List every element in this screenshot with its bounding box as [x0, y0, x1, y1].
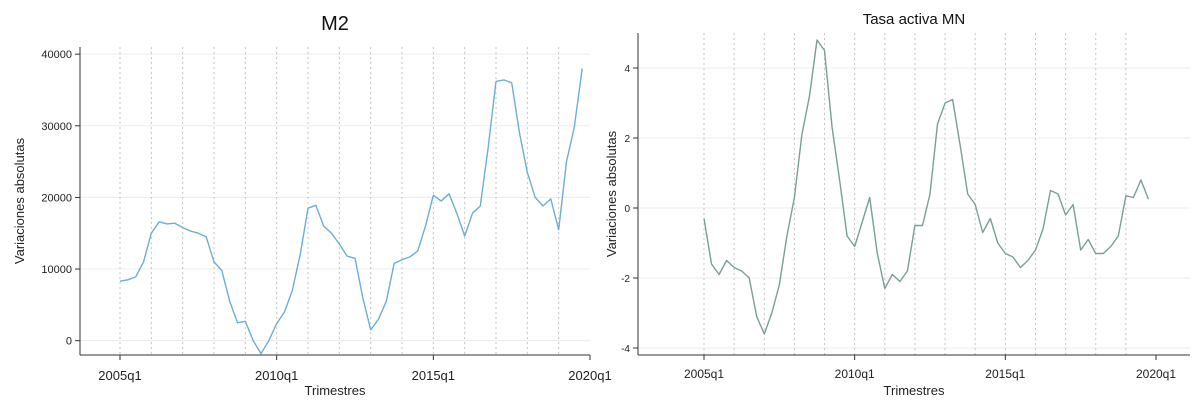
x-tick-label: 2020q1 [1136, 367, 1176, 381]
y-tick-label: 2 [624, 134, 630, 145]
series-line [703, 39, 1150, 335]
chart-m2-svg: 0 10000 20000 30000 40000 2005q1 2010q1 2015q1 2… [12, 13, 612, 398]
chart-tasa-activa-mn-svg: -4 -2 0 2 4 2005q1 2010q1 2015q1 2020q1 Tasa acti… [604, 11, 1190, 398]
x-tick-label: 2010q1 [835, 367, 875, 381]
y-tick-label: 0 [66, 336, 72, 348]
chart-m2: 0 10000 20000 30000 40000 2005q1 2010q1 2015q1 2… [12, 13, 612, 398]
y-tick-label: -2 [621, 274, 630, 285]
x-axis-label: Trimestres [884, 383, 945, 398]
x-axis-label: Trimestres [305, 383, 366, 398]
x-tick-label: 2020q1 [568, 368, 611, 383]
x-tick-label: 2015q1 [412, 368, 455, 383]
y-tick-label: 10000 [41, 264, 72, 276]
series-line [119, 68, 583, 355]
x-tick-label: 2015q1 [985, 367, 1025, 381]
y-tick-label: 20000 [41, 192, 72, 204]
y-tick-label: 0 [624, 204, 630, 215]
y-tick-label: 4 [624, 64, 630, 75]
x-tick-label: 2005q1 [98, 368, 141, 383]
chart-tasa-activa-mn: -4 -2 0 2 4 2005q1 2010q1 2015q1 2020q1 Tasa acti… [600, 0, 1196, 404]
x-tick-label: 2005q1 [684, 367, 724, 381]
y-axis-label: Variaciones absolutas [604, 130, 619, 257]
chart-title: M2 [321, 13, 349, 35]
y-tick-label: 40000 [41, 49, 72, 61]
y-axis-label: Variaciones absolutas [12, 137, 27, 264]
chart-title: Tasa activa MN [863, 11, 966, 28]
x-tick-label: 2010q1 [255, 368, 298, 383]
y-tick-label: 30000 [41, 121, 72, 133]
y-tick-label: -4 [621, 344, 630, 355]
